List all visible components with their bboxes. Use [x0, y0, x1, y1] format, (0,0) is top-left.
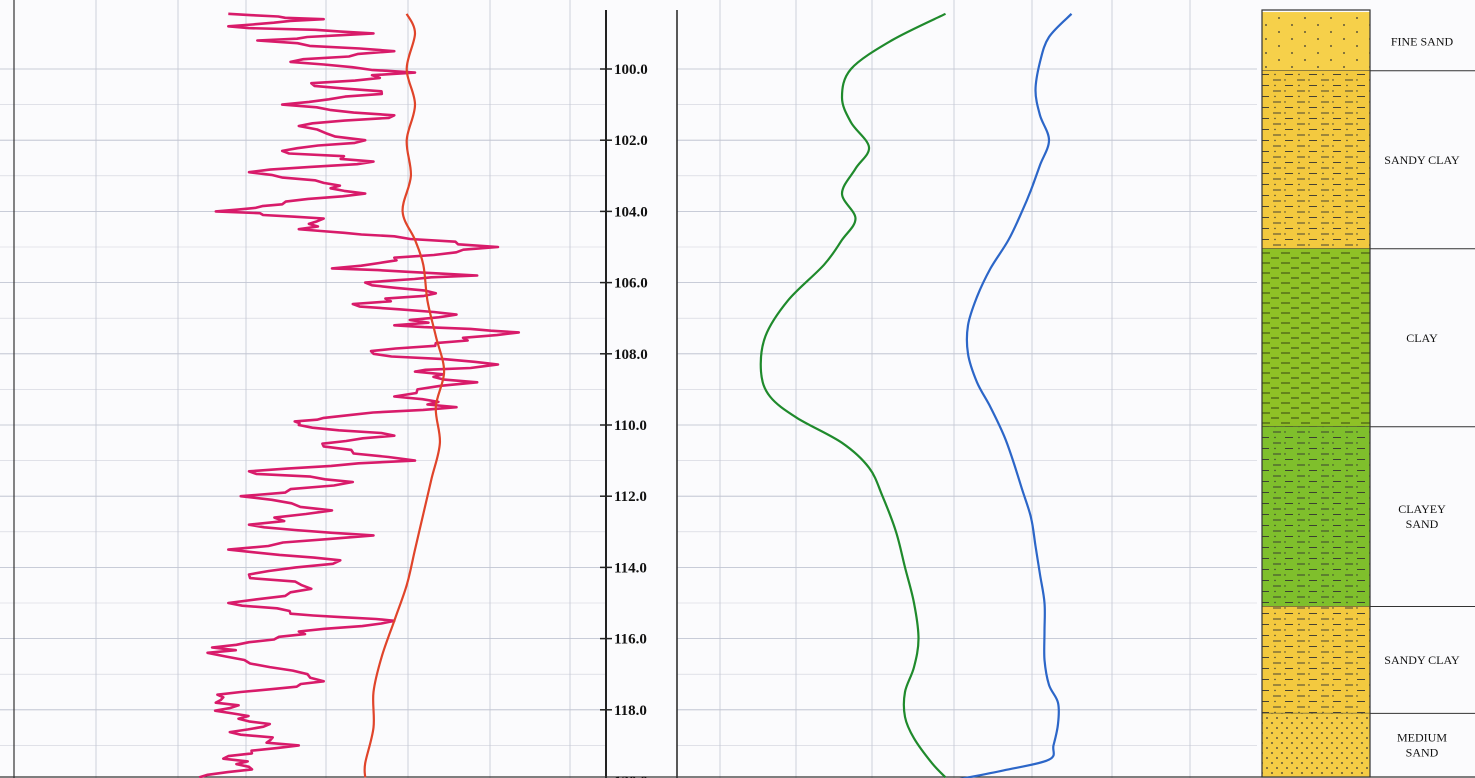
lith-layer-pattern	[1262, 713, 1370, 777]
depth-tick-label: 112.0	[614, 489, 647, 505]
depth-tick-label: 120.0	[614, 774, 648, 778]
series-line-0-1	[363, 13, 446, 778]
depth-tick-label: 116.0	[614, 632, 647, 648]
lith-label: SANDY CLAY	[1384, 653, 1460, 667]
depth-tick-label: 106.0	[614, 276, 648, 292]
lith-label: SAND	[1406, 517, 1439, 531]
series-line-0-0	[198, 12, 521, 778]
lith-layer-pattern	[1262, 70, 1370, 249]
series-line-1-1	[959, 13, 1073, 778]
depth-tick-label: 102.0	[614, 133, 648, 149]
lith-label: SANDY CLAY	[1384, 153, 1460, 167]
lith-label: FINE SAND	[1391, 34, 1454, 48]
series-line-1-0	[759, 12, 947, 778]
lith-label: CLAY	[1406, 331, 1438, 345]
depth-tick-label: 114.0	[614, 560, 647, 576]
depth-tick-label: 104.0	[614, 204, 648, 220]
depth-tick-label: 108.0	[614, 347, 648, 363]
lith-label: MEDIUM	[1397, 731, 1447, 745]
lith-label: CLAYEY	[1398, 502, 1446, 516]
depth-tick-label: 110.0	[614, 418, 647, 434]
depth-tick-label: 118.0	[614, 703, 647, 719]
log-curves	[198, 12, 1073, 778]
lith-layer-pattern	[1262, 12, 1370, 71]
lith-layer-pattern	[1262, 606, 1370, 714]
grid	[0, 0, 1257, 778]
lith-label: SAND	[1406, 746, 1439, 760]
lith-layer-pattern	[1262, 248, 1370, 427]
lith-column-border	[1261, 9, 1371, 778]
lith-layer-pattern	[1262, 426, 1370, 607]
depth-tick-label: 100.0	[614, 62, 648, 78]
